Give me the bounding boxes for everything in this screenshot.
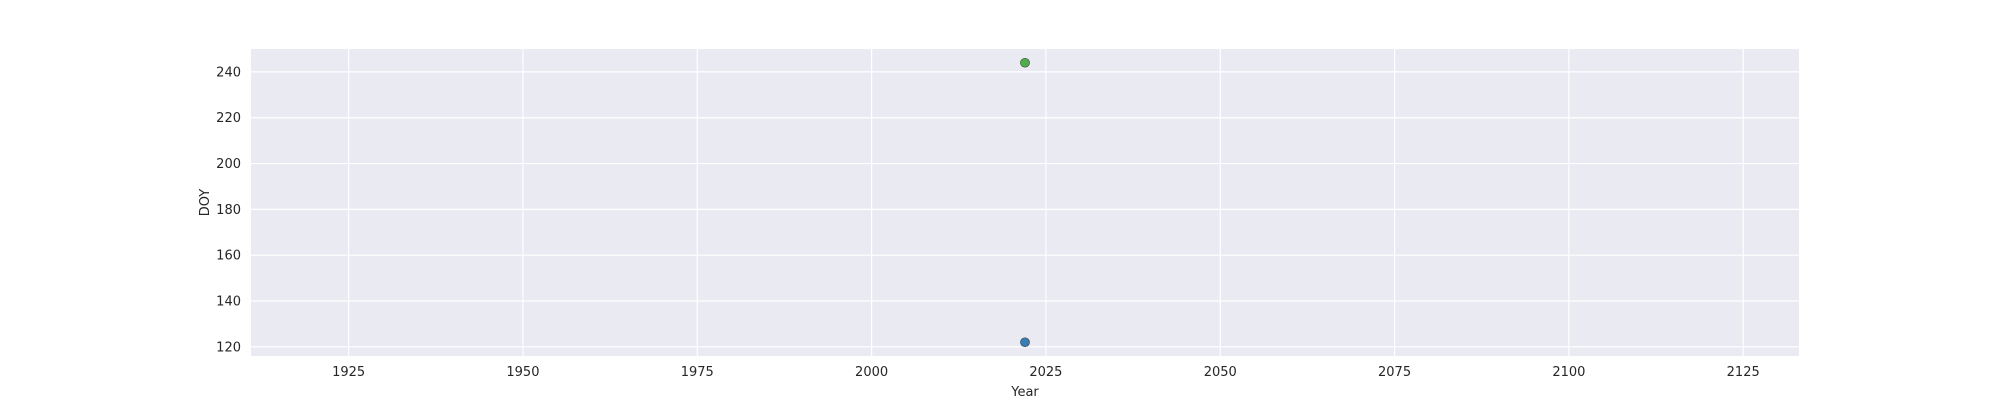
y-tick-label: 140 bbox=[216, 295, 241, 310]
x-tick-label: 2050 bbox=[1204, 365, 1237, 380]
x-tick-label: 1975 bbox=[681, 365, 714, 380]
x-axis-label: Year bbox=[1010, 385, 1039, 400]
x-tick-label: 2075 bbox=[1378, 365, 1411, 380]
x-tick-label: 2100 bbox=[1552, 365, 1585, 380]
y-tick-labels: 120 140 160 180 200 220 240 bbox=[216, 65, 241, 355]
x-tick-label: 2025 bbox=[1029, 365, 1062, 380]
y-tick-label: 240 bbox=[216, 65, 241, 80]
plot-area bbox=[251, 49, 1799, 356]
y-tick-label: 120 bbox=[216, 340, 241, 355]
data-points bbox=[1020, 57, 1030, 348]
y-tick-label: 180 bbox=[216, 203, 241, 218]
x-tick-label: 2000 bbox=[855, 365, 888, 380]
data-point-series-2 bbox=[1020, 57, 1030, 68]
data-point-series-1 bbox=[1020, 337, 1030, 348]
y-tick-label: 200 bbox=[216, 157, 241, 172]
x-tick-label: 1925 bbox=[332, 365, 365, 380]
y-tick-label: 160 bbox=[216, 249, 241, 264]
grid-lines bbox=[251, 49, 1799, 356]
x-tick-labels: 1925 1950 1975 2000 2025 2050 2075 2100 2125 bbox=[332, 365, 1760, 380]
x-tick-label: 2125 bbox=[1727, 365, 1760, 380]
y-tick-label: 220 bbox=[216, 111, 241, 126]
y-axis-label: DOY bbox=[198, 189, 213, 217]
x-tick-label: 1950 bbox=[506, 365, 539, 380]
